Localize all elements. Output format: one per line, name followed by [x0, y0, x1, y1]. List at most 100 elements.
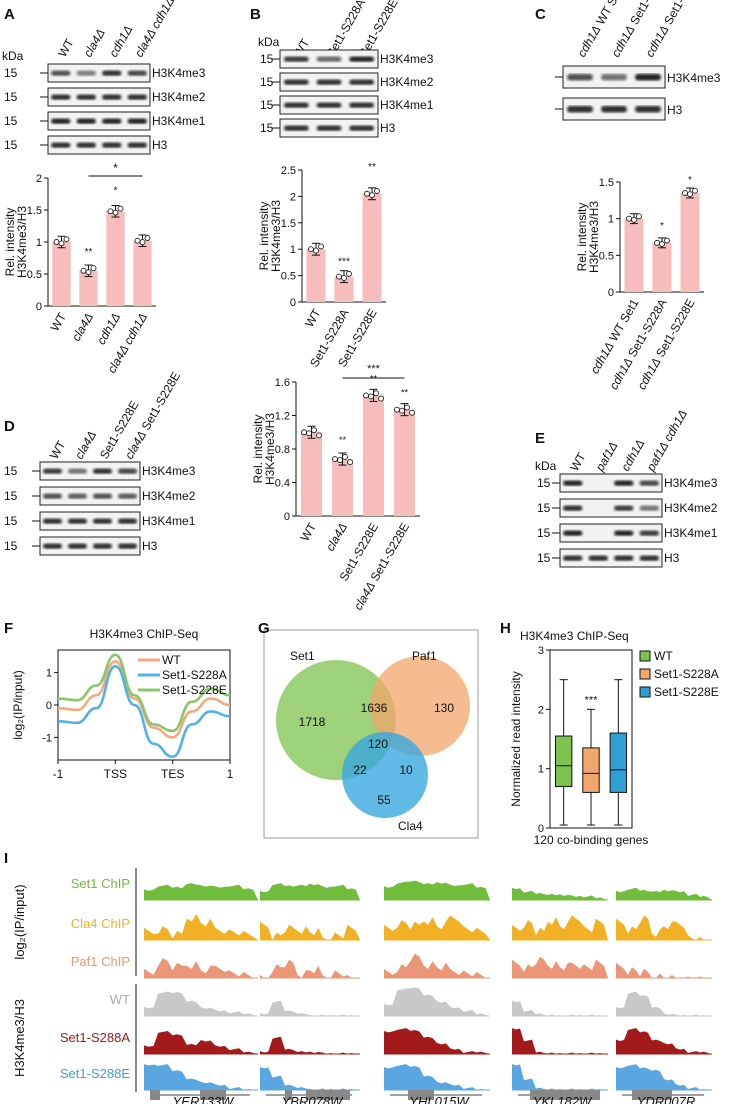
- band: [68, 468, 87, 474]
- blot-label: H3K4me2: [380, 75, 434, 89]
- significance: *: [113, 161, 118, 175]
- track-label: Paf1 ChIP: [71, 954, 130, 969]
- y-axis-label: Rel. intensity: [3, 208, 17, 277]
- gene-exon: [530, 1090, 600, 1100]
- panel-label-b: B: [250, 6, 261, 23]
- gene-exon: [306, 1090, 350, 1100]
- track-profile: [616, 915, 712, 940]
- band: [93, 543, 112, 549]
- panel-label-c: C: [535, 6, 546, 23]
- bar: [106, 211, 125, 306]
- band: [43, 493, 62, 499]
- data-point: [90, 265, 97, 272]
- blot-frame: [559, 473, 663, 493]
- data-point: [53, 239, 60, 245]
- blot-label: H3K4me1: [142, 514, 196, 528]
- x-tick-label: TSS: [104, 767, 127, 781]
- band: [76, 118, 96, 124]
- data-point: [63, 236, 70, 243]
- blot-frame: [39, 461, 141, 481]
- bar: [334, 276, 354, 302]
- x-tick-label: 1: [227, 767, 234, 781]
- panel-label-a: A: [4, 6, 15, 23]
- track-profile: [260, 883, 360, 900]
- blot-label: H3K4me3: [667, 71, 721, 85]
- legend-swatch: [639, 668, 651, 680]
- data-point: [311, 427, 317, 434]
- panel-label-f: F: [4, 620, 14, 637]
- marker-label: 15: [260, 98, 274, 112]
- blot-frame: [559, 523, 663, 543]
- track-profile: [512, 956, 608, 978]
- box: [582, 747, 600, 793]
- box-plot-h: H3K4me3 ChIP-Seq 0 1 2 3 Normalized read inte…: [509, 629, 719, 847]
- track-profile: [616, 962, 712, 978]
- band: [349, 56, 375, 62]
- track-profile: [144, 913, 258, 940]
- lane-label: cdh1Δ: [618, 437, 647, 474]
- track-profile: [260, 921, 360, 940]
- track-label: Set1-S288E: [60, 1066, 130, 1081]
- panel-label-g: G: [258, 620, 270, 637]
- venn-count: 22: [353, 763, 367, 777]
- track-label: Set1 ChIP: [71, 876, 130, 891]
- band: [68, 543, 87, 549]
- blot-label: H3K4me3: [380, 52, 434, 66]
- track-profile: [616, 1028, 712, 1054]
- lane-label: cla4Δ: [81, 26, 108, 59]
- band: [283, 125, 309, 131]
- data-point: [368, 393, 374, 400]
- data-point: [346, 270, 352, 277]
- band: [283, 102, 309, 108]
- y-axis-label: H3K4me3/H3: [269, 200, 283, 272]
- data-point: [139, 239, 146, 246]
- band: [635, 105, 661, 113]
- data-point: [659, 241, 665, 247]
- data-point: [692, 187, 698, 194]
- series-line: [57, 664, 231, 759]
- gene-label: YER133W: [173, 1094, 235, 1104]
- panel-label-e: E: [535, 430, 546, 447]
- band: [614, 555, 634, 561]
- data-point: [404, 404, 410, 411]
- marker-label: 15: [260, 75, 274, 89]
- y-tick-label: 1: [608, 214, 614, 226]
- data-point: [631, 216, 637, 223]
- y-axis-label: H3K4me3/H3: [15, 206, 29, 278]
- track-profile: [384, 987, 490, 1016]
- data-point: [144, 235, 151, 241]
- label-part: Set1: [615, 296, 641, 328]
- track-profile: [144, 991, 258, 1016]
- blot-label: H3K4me3: [664, 476, 718, 490]
- blot-H3K4me2: [279, 72, 379, 92]
- band: [127, 142, 147, 148]
- track-profile: [384, 1028, 490, 1054]
- significance: ***: [585, 694, 599, 706]
- blot-label: H3K4me2: [142, 489, 196, 503]
- track-profile: [260, 1036, 360, 1054]
- lane-label: WT: [55, 36, 77, 60]
- blot-label: H3K4me3: [142, 464, 196, 478]
- marker-label: 15: [4, 464, 18, 478]
- x-tick-label: WT: [48, 310, 70, 334]
- label-part: Set1-S228E: [660, 0, 706, 30]
- significance: *: [660, 221, 664, 232]
- blot-H3K4me2: [559, 498, 663, 518]
- kda-label: kDa: [535, 459, 557, 473]
- gene-label: YKL182W: [533, 1094, 593, 1104]
- y-tick-label: 0: [538, 823, 544, 835]
- blot-frame: [39, 486, 141, 506]
- y-axis-label: H3K4me3/H3: [587, 201, 601, 273]
- data-point: [134, 237, 141, 244]
- data-point: [336, 273, 342, 280]
- marker-label: 15: [537, 501, 551, 515]
- gene-exon: [632, 1090, 672, 1100]
- y-tick-label: 0.5: [27, 269, 42, 281]
- band: [51, 70, 71, 76]
- track-profile: [260, 1000, 360, 1016]
- x-axis-label: 120 co-binding genes: [534, 833, 649, 847]
- track-profile: [512, 1028, 608, 1054]
- band: [93, 468, 112, 474]
- track-profile: [260, 1066, 360, 1090]
- track-label: Cla4 ChIP: [71, 916, 130, 931]
